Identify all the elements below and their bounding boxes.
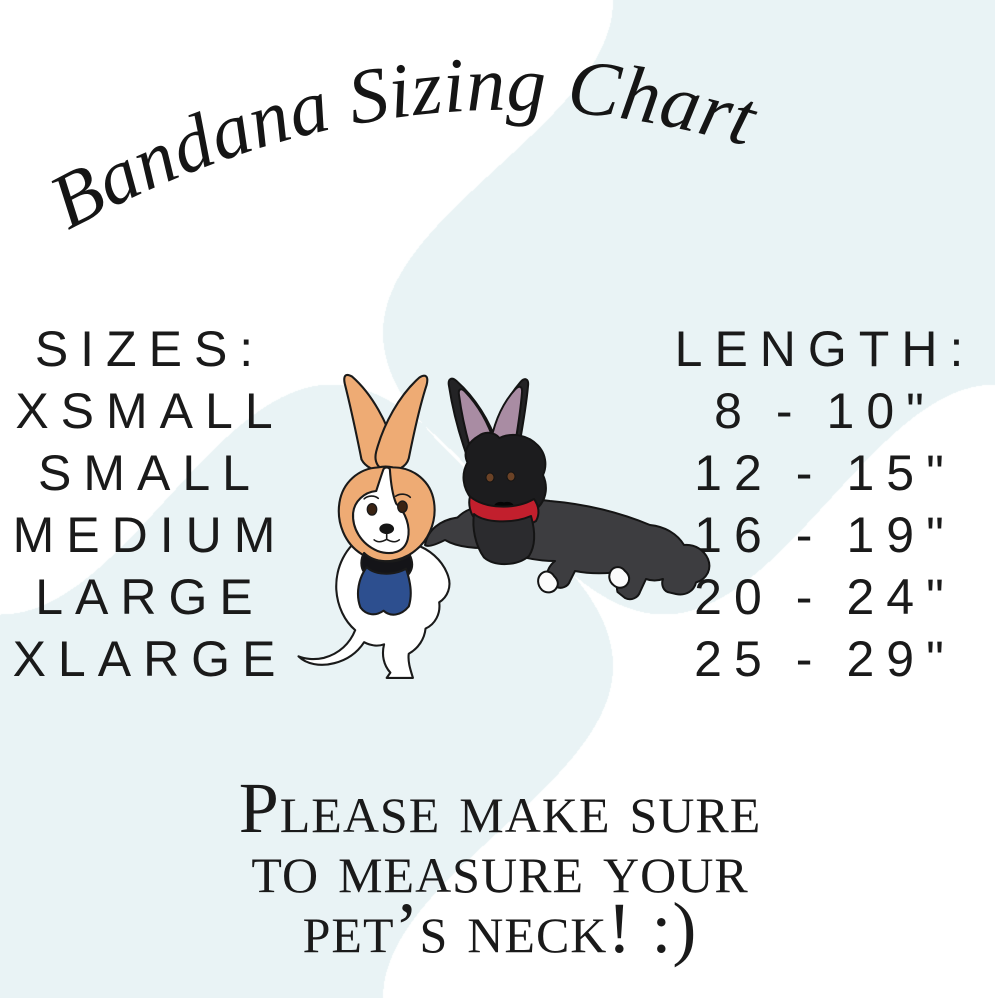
svg-text:Bandana Sizing Chart: Bandana Sizing Chart [36,40,768,246]
